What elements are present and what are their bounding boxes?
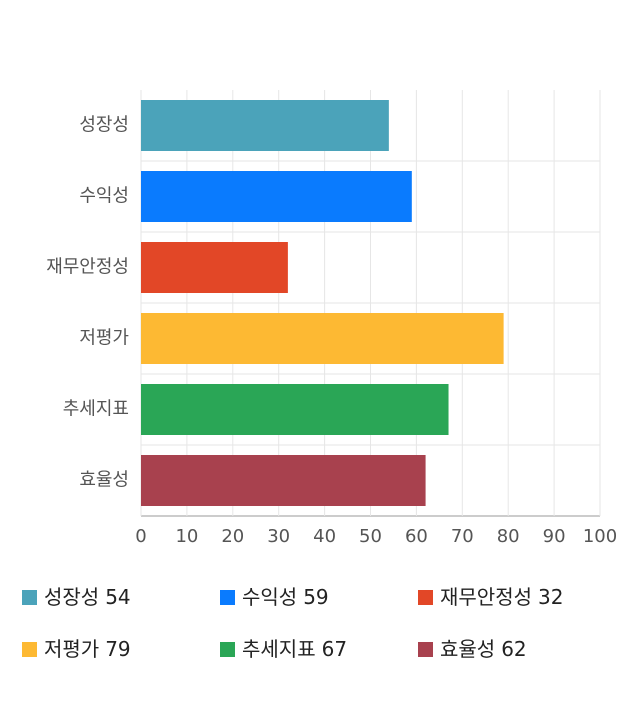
legend-swatch: [220, 642, 235, 657]
legend-swatch: [22, 590, 37, 605]
legend-name: 효율성: [440, 637, 495, 661]
legend-value: 54: [105, 585, 130, 609]
x-tick-label: 30: [267, 526, 290, 547]
x-tick-label: 80: [497, 526, 520, 547]
x-tick-label: 0: [135, 526, 146, 547]
legend-value: 62: [501, 637, 526, 661]
x-tick-label: 20: [221, 526, 244, 547]
legend-name: 수익성: [242, 585, 297, 609]
legend-label: 효율성 62: [440, 637, 527, 661]
x-tick-label: 90: [543, 526, 566, 547]
x-tick-label: 100: [583, 526, 617, 547]
y-tick-label: 성장성: [79, 115, 129, 136]
legend-name: 재무안정성: [440, 585, 532, 609]
x-tick-label: 60: [405, 526, 428, 547]
y-tick-label: 재무안정성: [46, 257, 129, 278]
legend-label: 성장성 54: [44, 585, 131, 609]
bar: [141, 384, 449, 435]
x-tick-label: 50: [359, 526, 382, 547]
bar: [141, 171, 412, 222]
legend-swatch: [22, 642, 37, 657]
bar: [141, 313, 504, 364]
legend-swatch: [418, 642, 433, 657]
y-tick-label: 저평가: [79, 328, 129, 349]
bar: [141, 100, 389, 151]
legend-name: 성장성: [44, 585, 99, 609]
bar: [141, 242, 288, 293]
legend-name: 추세지표: [242, 637, 316, 661]
y-tick-label: 수익성: [79, 186, 129, 207]
legend-value: 59: [303, 585, 328, 609]
legend-label: 추세지표 67: [242, 637, 347, 661]
legend-value: 67: [322, 637, 347, 661]
legend-label: 수익성 59: [242, 585, 329, 609]
legend-swatch: [220, 590, 235, 605]
x-tick-label: 70: [451, 526, 474, 547]
legend-swatch: [418, 590, 433, 605]
x-tick-label: 10: [175, 526, 198, 547]
legend-name: 저평가: [44, 637, 99, 661]
legend-value: 79: [105, 637, 130, 661]
legend-label: 재무안정성 32: [440, 585, 563, 609]
y-tick-label: 추세지표: [63, 399, 129, 420]
legend-value: 32: [538, 585, 563, 609]
y-tick-label: 효율성: [79, 470, 129, 491]
x-tick-label: 40: [313, 526, 336, 547]
bar: [141, 455, 426, 506]
legend-label: 저평가 79: [44, 637, 131, 661]
